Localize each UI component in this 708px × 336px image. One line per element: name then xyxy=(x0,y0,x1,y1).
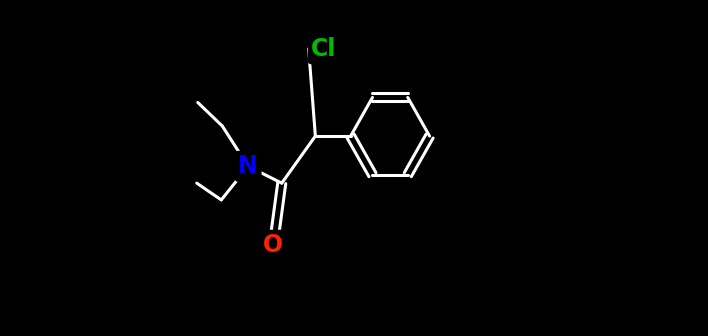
Text: O: O xyxy=(263,233,283,257)
Text: N: N xyxy=(239,154,258,178)
Text: Cl: Cl xyxy=(312,37,337,61)
